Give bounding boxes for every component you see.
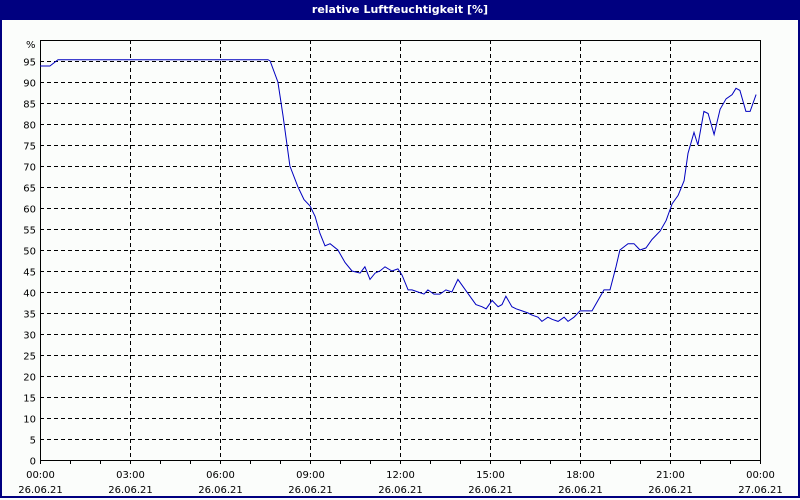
y-tick-label: 70 <box>23 163 36 174</box>
y-axis-unit-label: % <box>26 40 36 51</box>
grid-lines <box>40 40 760 460</box>
x-tick-time: 09:00 <box>296 470 325 481</box>
x-tick-time: 18:00 <box>566 470 595 481</box>
y-axis-labels: 0 5 10 15 20 25 30 35 40 45 50 55 60 65 70 75 80 85 90 95 <box>23 58 36 468</box>
x-tick-date: 26.06.21 <box>468 485 513 496</box>
y-tick-label: 65 <box>23 184 36 195</box>
x-tick-time: 00:00 <box>746 470 775 481</box>
x-tick-time: 12:00 <box>386 470 415 481</box>
y-tick-label: 40 <box>23 289 36 300</box>
y-tick-label: 10 <box>23 415 36 426</box>
y-tick-label: 45 <box>23 268 36 279</box>
axes <box>40 40 761 464</box>
x-tick-date: 26.06.21 <box>288 485 333 496</box>
y-tick-label: 95 <box>23 58 36 69</box>
x-tick-date: 26.06.21 <box>108 485 153 496</box>
y-tick-label: 5 <box>30 436 36 447</box>
x-tick-date: 26.06.21 <box>18 485 63 496</box>
x-tick-time: 21:00 <box>656 470 685 481</box>
y-tick-label: 20 <box>23 373 36 384</box>
window-title: relative Luftfeuchtigkeit [%] <box>0 0 800 20</box>
x-tick-time: 06:00 <box>206 470 235 481</box>
x-tick-date: 26.06.21 <box>198 485 243 496</box>
y-tick-label: 75 <box>23 142 36 153</box>
humidity-series-line <box>40 59 757 323</box>
x-axis-labels: 00:00 26.06.21 03:00 26.06.21 06:00 26.06.21 0… <box>18 470 783 496</box>
x-tick-time: 00:00 <box>26 470 55 481</box>
y-tick-label: 15 <box>23 394 36 405</box>
x-tick-time: 03:00 <box>116 470 145 481</box>
x-tick-date: 26.06.21 <box>558 485 603 496</box>
x-tick-time: 15:00 <box>476 470 505 481</box>
x-tick-date: 26.06.21 <box>648 485 693 496</box>
y-tick-label: 30 <box>23 331 36 342</box>
y-tick-label: 80 <box>23 121 36 132</box>
y-tick-label: 90 <box>23 79 36 90</box>
y-tick-label: 50 <box>23 247 36 258</box>
y-tick-label: 25 <box>23 352 36 363</box>
y-tick-label: 60 <box>23 205 36 216</box>
y-tick-label: 0 <box>30 457 36 468</box>
y-tick-label: 55 <box>23 226 36 237</box>
x-tick-date: 27.06.21 <box>738 485 783 496</box>
y-tick-label: 35 <box>23 310 36 321</box>
x-tick-date: 26.06.21 <box>378 485 423 496</box>
y-tick-label: 85 <box>23 100 36 111</box>
